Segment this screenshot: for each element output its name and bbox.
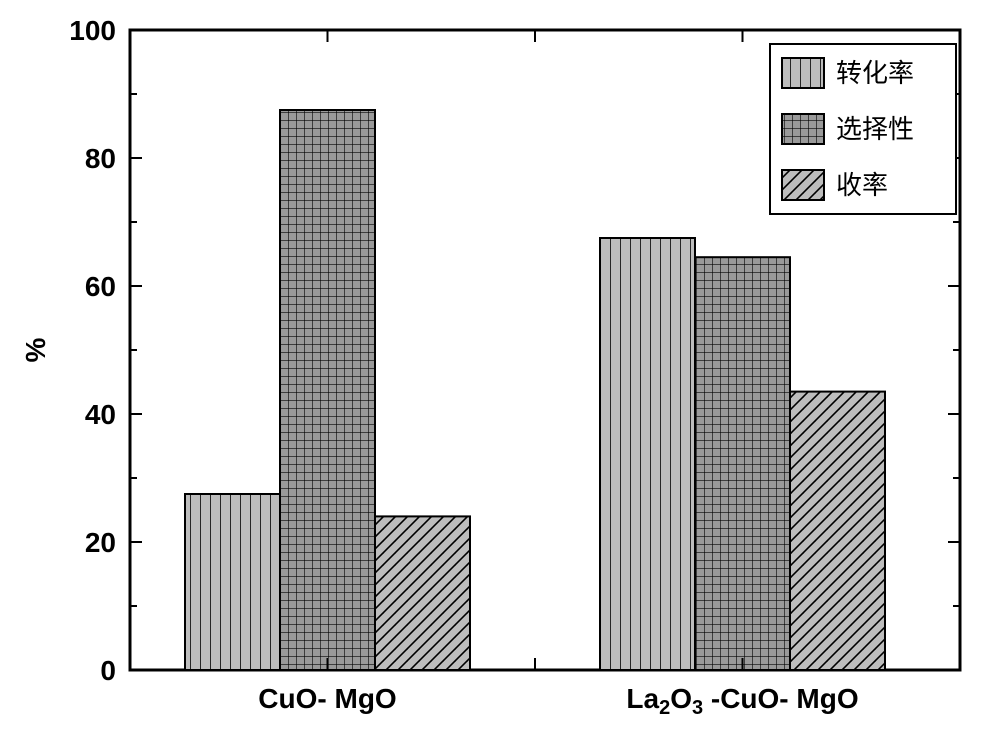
bar	[185, 494, 280, 670]
y-tick-label: 40	[85, 399, 116, 430]
bar	[790, 392, 885, 670]
chart-container: 020406080100%CuO- MgOLa2O3 -CuO- MgO转化率选…	[0, 0, 1000, 743]
x-category-label: CuO- MgO	[258, 683, 396, 714]
bar	[695, 257, 790, 670]
y-tick-label: 0	[100, 655, 116, 686]
y-tick-label: 60	[85, 271, 116, 302]
bar	[280, 110, 375, 670]
y-tick-label: 20	[85, 527, 116, 558]
legend: 转化率选择性收率	[770, 44, 956, 214]
legend-label: 选择性	[836, 114, 914, 144]
bar	[375, 516, 470, 670]
legend-label: 转化率	[836, 58, 914, 88]
y-tick-label: 80	[85, 143, 116, 174]
y-tick-label: 100	[69, 15, 116, 46]
y-axis-label: %	[20, 337, 51, 362]
bar-chart: 020406080100%CuO- MgOLa2O3 -CuO- MgO转化率选…	[0, 0, 1000, 743]
bar	[600, 238, 695, 670]
legend-label: 收率	[836, 170, 888, 200]
